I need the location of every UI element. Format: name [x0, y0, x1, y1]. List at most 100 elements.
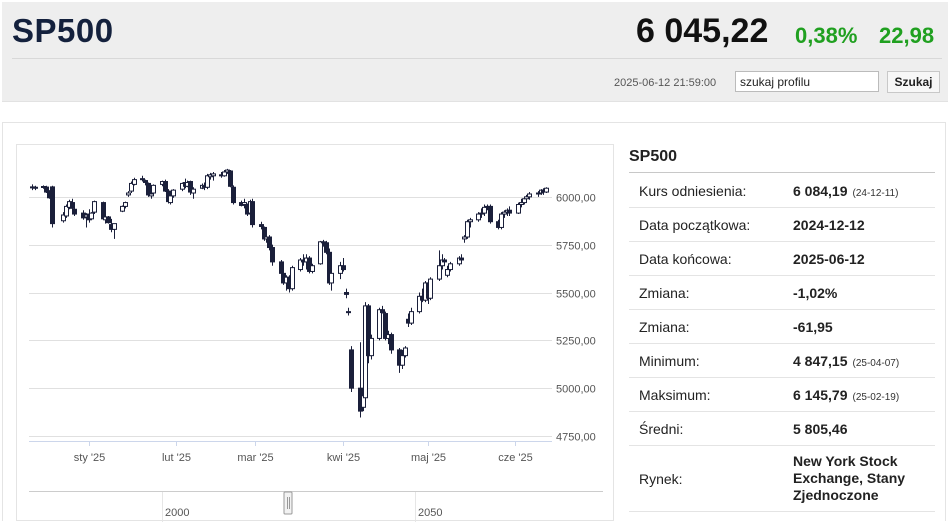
candle-down [366, 305, 371, 357]
candle-up [140, 178, 145, 181]
info-value-text: 6 145,79 [793, 386, 848, 403]
info-row: Minimum: 4 847,15 (25-04-07) [629, 343, 935, 378]
header-bar: SP500 6 045,22 0,38% 22,98 2025-06-12 21… [2, 2, 948, 102]
x-tick-label: cze '25 [498, 452, 533, 464]
candle-down [507, 209, 512, 214]
change-absolute: 22,98 [879, 23, 935, 48]
candle-up [149, 193, 154, 197]
candle-up [318, 241, 323, 265]
info-value-text: 6 084,19 [793, 182, 848, 199]
info-value-text: 2025-06-12 [793, 250, 865, 267]
candle-down [228, 170, 233, 187]
info-row-label: Maksimum: [629, 377, 793, 412]
candle-up [346, 311, 351, 314]
price-chart[interactable]: 6000,00 5750,00 5500,00 5250,00 5000,00 4750,… [16, 144, 614, 522]
info-row: Kurs odniesienia: 6 084,19 (24-12-11) [629, 174, 935, 208]
info-row-value: 2024-12-12 [793, 207, 935, 242]
x-tick-label: lut '25 [162, 452, 191, 464]
candle-up [112, 223, 117, 230]
candle-down [380, 309, 385, 314]
info-panel-title: SP500 [629, 148, 678, 165]
info-value-text: 4 847,15 [793, 352, 848, 369]
candle-up [242, 202, 247, 205]
candle-up [310, 265, 315, 272]
candle-down [389, 334, 394, 351]
candle-up [448, 263, 453, 271]
info-row-label: Średni: [629, 411, 793, 446]
info-table: Kurs odniesienia: 6 084,19 (24-12-11) Data … [629, 174, 935, 512]
quote-timestamp: 2025-06-12 21:59:00 [614, 77, 717, 89]
candle-up [482, 206, 487, 214]
candle-up [437, 265, 442, 280]
info-row-value: 4 847,15 (25-04-07) [793, 343, 935, 378]
candle-down [188, 181, 193, 193]
candle-up [516, 203, 521, 214]
candle-up [536, 192, 541, 195]
candle-up [61, 214, 66, 222]
y-tick-label: 6000,00 [556, 193, 596, 205]
info-value-date: (25-04-07) [852, 357, 900, 369]
candle-up [544, 187, 549, 193]
candle-up [123, 202, 128, 207]
info-value-text: 5 805,46 [793, 420, 848, 437]
candle-up [33, 186, 38, 189]
navigator-label: 2050 [418, 507, 442, 519]
candle-up [476, 213, 481, 221]
candle-up [290, 267, 295, 290]
search-button[interactable]: Szukaj [887, 71, 940, 93]
info-row-value: 2025-06-12 [793, 241, 935, 276]
candle-up [132, 179, 137, 185]
x-tick-label: sty '25 [74, 452, 105, 464]
y-tick-label: 5750,00 [556, 241, 596, 253]
candle-down [231, 186, 236, 204]
info-row-value: New York Stock Exchange, Stany Zjednoczo… [793, 445, 935, 512]
candle-up [519, 202, 524, 205]
info-row-label: Data końcowa: [629, 241, 793, 276]
y-tick-label: 5500,00 [556, 289, 596, 301]
candle-down [267, 236, 272, 249]
candle-up [409, 311, 414, 324]
profile-search-input[interactable] [735, 71, 879, 92]
candle-up [417, 295, 422, 313]
candle-up [126, 192, 131, 196]
info-row: Data końcowa: 2025-06-12 [629, 241, 935, 276]
candle-down [383, 313, 388, 339]
candle-down [101, 202, 106, 220]
candle-down [341, 265, 346, 271]
candle-down [146, 182, 151, 196]
candle-up [171, 189, 176, 197]
candle-up [468, 219, 473, 223]
candle-up [369, 337, 374, 357]
info-row: Data początkowa: 2024-12-12 [629, 207, 935, 242]
candle-up [222, 171, 227, 177]
candle-down [442, 259, 447, 263]
candle-down [270, 247, 275, 263]
candle-up [499, 213, 504, 228]
info-row: Średni: 5 805,46 [629, 411, 935, 446]
info-row-label: Zmiana: [629, 275, 793, 310]
candle-up [403, 347, 408, 357]
candle-up [462, 236, 467, 240]
candle-up [502, 211, 507, 215]
candle-up [428, 278, 433, 299]
info-row-label: Zmiana: [629, 309, 793, 344]
info-row-value: 5 805,46 [793, 411, 935, 446]
candle-up [400, 355, 405, 366]
header-divider [12, 58, 942, 59]
candle-up [64, 205, 69, 217]
info-value-date: (24-12-11) [852, 187, 899, 199]
info-value-text: -1,02% [793, 284, 838, 301]
candle-up [129, 182, 134, 192]
info-row-value: -61,95 [793, 309, 935, 344]
info-row-value: 6 145,79 (25-02-19) [793, 377, 935, 412]
candle-down [324, 242, 329, 253]
info-row-value: -1,02% [793, 275, 935, 310]
x-tick-label: kwi '25 [327, 452, 360, 464]
info-value-text: 2024-12-12 [793, 216, 865, 233]
candle-up [445, 269, 450, 276]
candle-down [459, 257, 464, 261]
info-value-date: (25-02-19) [852, 391, 900, 403]
current-price: 6 045,22 [636, 12, 769, 50]
candle-down [344, 292, 349, 295]
candle-up [298, 259, 303, 271]
